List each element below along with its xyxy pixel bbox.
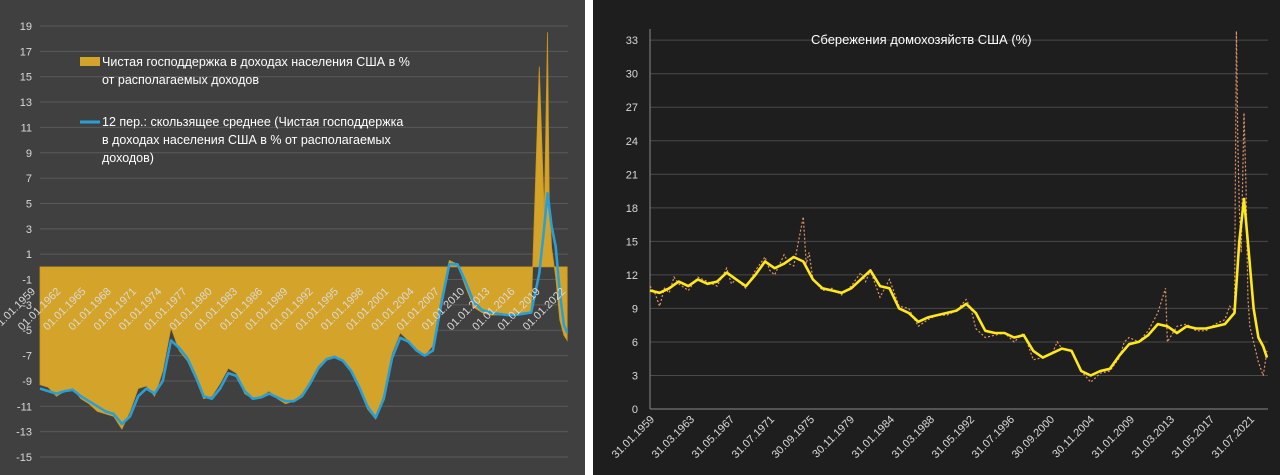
chart-title-group: Сбережения домохозяйств США (%) — [811, 32, 1032, 47]
y-tick-label: 3 — [26, 224, 32, 236]
y-tick-label: -9 — [22, 376, 32, 388]
y-tick-label: 18 — [626, 203, 638, 215]
legend: Чистая господдержка в доходах населения … — [80, 55, 410, 165]
moving-average-path — [39, 192, 569, 426]
support-bars — [39, 32, 568, 430]
series — [649, 31, 1269, 384]
y-tick-label: 30 — [626, 69, 638, 81]
y-tick-label: -3 — [22, 300, 32, 312]
moving-average-line — [39, 192, 569, 426]
y-tick-label: 0 — [632, 404, 638, 416]
y-tick-label: 27 — [626, 102, 638, 114]
x-axis-ticks: 31.01.195931.03.196331.05.196731.07.1971… — [610, 414, 1257, 461]
y-tick-label: 33 — [626, 35, 638, 47]
y-tick-label: 15 — [20, 72, 32, 84]
y-tick-label: 17 — [20, 46, 32, 58]
monthly-savings-line — [649, 31, 1268, 384]
y-tick-label: -1 — [22, 275, 32, 287]
y-tick-label: -13 — [16, 427, 32, 439]
y-tick-label: 9 — [26, 148, 32, 160]
y-tick-label: 5 — [26, 198, 32, 210]
support-area — [39, 32, 568, 430]
y-tick-label: 24 — [626, 136, 638, 148]
x-tick-label: 30.09.1975 — [770, 414, 817, 461]
y-tick-label: 19 — [20, 21, 32, 33]
grid-lines — [649, 29, 1268, 410]
legend-label: 12 пер.: скользящее среднее (Чистая госп… — [102, 115, 403, 129]
legend-label: доходов) — [102, 151, 154, 165]
legend-label: в доходах населения США в % от располага… — [102, 133, 391, 147]
y-tick-label: 6 — [632, 337, 638, 349]
y-tick-label: 13 — [20, 97, 32, 109]
legend-label: Чистая господдержка в доходах населения … — [102, 55, 410, 69]
y-tick-label: 12 — [626, 270, 638, 282]
y-tick-label: 7 — [26, 173, 32, 185]
y-axis-ticks: 19 17 15 13 11 9 7 5 3 1 -1 -3 -5 -7 -9 -11 -13 -15 — [16, 21, 32, 464]
legend-swatch-bars — [80, 57, 100, 66]
y-tick-label: 11 — [21, 122, 32, 134]
y-tick-label: 1 — [26, 249, 32, 261]
left-chart-panel: 19 17 15 13 11 9 7 5 3 1 -1 -3 -5 -7 -9 -11 -13 -15 01.01… — [0, 0, 585, 475]
y-tick-label: -7 — [22, 351, 32, 363]
y-tick-label: 15 — [626, 236, 638, 248]
smoothed-savings-line — [649, 197, 1269, 377]
y-tick-label: 3 — [632, 370, 638, 382]
y-tick-label: 9 — [632, 303, 638, 315]
y-tick-label: -5 — [22, 325, 32, 337]
y-tick-label: 21 — [626, 169, 638, 181]
x-tick-label: 31.07.2021 — [1210, 414, 1257, 461]
y-tick-label: -15 — [16, 452, 32, 464]
legend-label: от располагаемых доходов — [102, 73, 259, 87]
y-tick-label: -11 — [17, 401, 32, 413]
x-tick-label: 30.09.2000 — [1010, 414, 1057, 461]
chart-title: Сбережения домохозяйств США (%) — [811, 32, 1032, 47]
right-chart-panel: 33 30 27 24 21 18 15 12 9 6 3 0 31.01.1959 31.03.196… — [593, 0, 1280, 475]
